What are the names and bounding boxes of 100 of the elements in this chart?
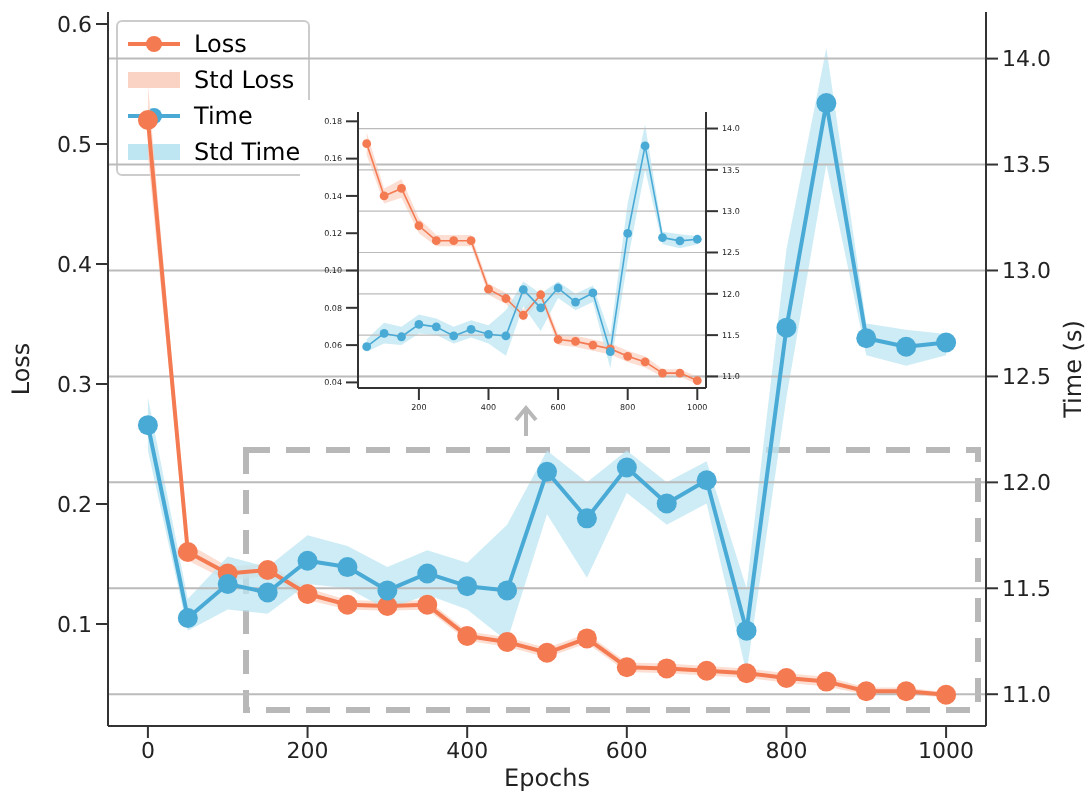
point bbox=[414, 221, 424, 231]
point bbox=[362, 342, 372, 352]
point bbox=[257, 560, 278, 580]
point bbox=[588, 340, 598, 350]
point bbox=[692, 234, 702, 244]
point bbox=[217, 574, 238, 595]
y-tick-label: 0.6 bbox=[57, 11, 92, 38]
point bbox=[137, 415, 158, 436]
point bbox=[257, 582, 278, 603]
point bbox=[397, 332, 406, 342]
x-tick-label: 1000 bbox=[918, 737, 975, 764]
point bbox=[417, 563, 438, 584]
point bbox=[518, 285, 528, 295]
x-axis-title: Epochs bbox=[504, 764, 590, 792]
y2-tick-label: 13.0 bbox=[1002, 258, 1051, 285]
y-tick-label: 0.1 bbox=[57, 611, 92, 638]
point bbox=[536, 303, 546, 313]
point bbox=[588, 288, 598, 298]
point bbox=[457, 576, 478, 597]
point bbox=[640, 141, 650, 151]
legend-label: Time bbox=[194, 102, 253, 130]
x-tick-label: 400 bbox=[446, 737, 489, 764]
point bbox=[297, 550, 318, 571]
point bbox=[571, 336, 580, 346]
point bbox=[616, 657, 637, 678]
point bbox=[414, 319, 424, 329]
point bbox=[623, 351, 633, 361]
y-tick-label: 0.4 bbox=[57, 251, 92, 278]
legend-label: Loss bbox=[194, 30, 247, 58]
point bbox=[484, 329, 493, 339]
point bbox=[553, 335, 563, 344]
y2-tick-label: 11.5 bbox=[1002, 576, 1051, 603]
point bbox=[537, 642, 557, 663]
point bbox=[379, 191, 389, 201]
point bbox=[431, 322, 441, 332]
y2-tick-label: 12.0 bbox=[1002, 470, 1051, 497]
y-tick-label: 0.2 bbox=[57, 491, 92, 518]
x-tick-label: 0 bbox=[140, 737, 155, 764]
y-axis-title: Loss bbox=[6, 342, 35, 396]
point bbox=[497, 580, 518, 601]
y-tick-label: 0.3 bbox=[57, 371, 92, 398]
point bbox=[816, 93, 837, 114]
point bbox=[776, 317, 797, 338]
point bbox=[696, 470, 717, 491]
point bbox=[501, 294, 511, 303]
point bbox=[457, 626, 478, 646]
legend-label: Std Loss bbox=[194, 66, 295, 94]
legend-label: Std Time bbox=[194, 138, 301, 166]
point bbox=[616, 457, 637, 478]
point bbox=[696, 660, 717, 681]
point bbox=[497, 632, 518, 652]
point bbox=[656, 658, 677, 679]
point bbox=[484, 284, 493, 294]
x-tick-label: 600 bbox=[605, 737, 648, 764]
point bbox=[449, 236, 459, 246]
point bbox=[640, 357, 650, 367]
point bbox=[379, 329, 389, 338]
y2-tick-label: 14.0 bbox=[1002, 46, 1051, 73]
point bbox=[571, 297, 580, 307]
y2-axis-title: Time (s) bbox=[1058, 320, 1087, 420]
point bbox=[337, 557, 358, 578]
point bbox=[816, 671, 837, 692]
point bbox=[936, 684, 957, 705]
point bbox=[576, 508, 597, 529]
point bbox=[177, 607, 198, 628]
point bbox=[623, 229, 633, 238]
y2-tick-label: 13.5 bbox=[1002, 152, 1051, 179]
point bbox=[658, 368, 667, 378]
point bbox=[177, 542, 198, 562]
point bbox=[692, 376, 702, 385]
point bbox=[856, 681, 877, 702]
point bbox=[936, 332, 957, 353]
point bbox=[362, 139, 372, 149]
point bbox=[397, 184, 406, 193]
point bbox=[337, 594, 358, 615]
point bbox=[776, 668, 797, 688]
point bbox=[896, 336, 917, 357]
point bbox=[501, 331, 511, 341]
point bbox=[377, 580, 398, 601]
y2-tick-label: 11.0 bbox=[1002, 682, 1051, 709]
point bbox=[896, 681, 917, 702]
point bbox=[856, 328, 877, 349]
y2-tick-label: 12.5 bbox=[1002, 364, 1051, 391]
x-tick-label: 200 bbox=[286, 737, 329, 764]
point bbox=[537, 461, 557, 482]
point bbox=[736, 620, 757, 641]
point bbox=[466, 236, 476, 246]
point bbox=[553, 283, 563, 293]
point bbox=[518, 310, 528, 320]
point bbox=[576, 628, 597, 649]
point bbox=[658, 233, 667, 242]
point bbox=[675, 236, 685, 246]
point bbox=[449, 331, 459, 341]
x-tick-label: 800 bbox=[765, 737, 808, 764]
point bbox=[736, 663, 757, 684]
point bbox=[431, 236, 441, 246]
y-tick-label: 0.5 bbox=[57, 131, 92, 158]
point bbox=[466, 324, 476, 334]
point bbox=[536, 290, 546, 300]
point bbox=[297, 584, 318, 604]
